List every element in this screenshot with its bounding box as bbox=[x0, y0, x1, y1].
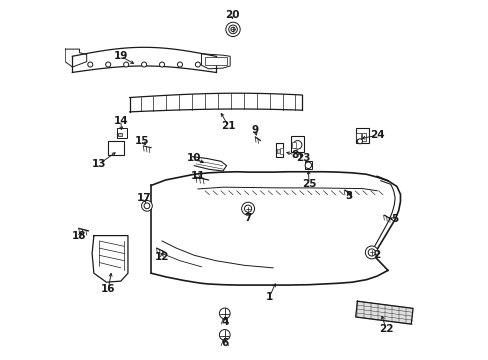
Text: 2: 2 bbox=[373, 250, 380, 260]
Text: 6: 6 bbox=[221, 338, 228, 348]
Polygon shape bbox=[129, 93, 301, 112]
Bar bbox=[290, 136, 303, 152]
Polygon shape bbox=[65, 49, 86, 67]
Text: 23: 23 bbox=[296, 153, 310, 163]
Circle shape bbox=[123, 62, 128, 67]
Circle shape bbox=[244, 205, 251, 212]
Bar bbox=[291, 142, 296, 148]
Text: 25: 25 bbox=[301, 179, 316, 189]
Circle shape bbox=[195, 62, 200, 67]
Bar bbox=[355, 129, 368, 143]
Polygon shape bbox=[151, 172, 387, 285]
Circle shape bbox=[365, 246, 378, 259]
Text: 22: 22 bbox=[378, 324, 393, 334]
Circle shape bbox=[367, 249, 375, 256]
Text: 14: 14 bbox=[113, 116, 128, 126]
Circle shape bbox=[142, 62, 146, 67]
Text: 3: 3 bbox=[344, 191, 351, 201]
Polygon shape bbox=[72, 47, 215, 72]
Circle shape bbox=[88, 62, 93, 67]
Text: 13: 13 bbox=[92, 159, 106, 169]
Circle shape bbox=[228, 25, 237, 34]
Text: 1: 1 bbox=[265, 292, 273, 302]
Bar bbox=[280, 148, 282, 154]
Circle shape bbox=[357, 139, 362, 144]
Polygon shape bbox=[201, 54, 230, 69]
Bar bbox=[118, 133, 122, 136]
Bar bbox=[108, 140, 124, 155]
Text: 18: 18 bbox=[72, 231, 86, 240]
Circle shape bbox=[225, 22, 240, 37]
Text: 24: 24 bbox=[369, 130, 384, 140]
Bar bbox=[117, 129, 127, 138]
Text: 4: 4 bbox=[221, 317, 228, 327]
Text: 10: 10 bbox=[187, 153, 201, 163]
Polygon shape bbox=[92, 235, 128, 282]
Text: 12: 12 bbox=[155, 252, 169, 262]
Text: 21: 21 bbox=[221, 121, 235, 131]
Circle shape bbox=[219, 308, 230, 319]
Text: 9: 9 bbox=[251, 125, 258, 135]
Bar bbox=[304, 161, 311, 169]
Text: 8: 8 bbox=[290, 150, 298, 160]
Polygon shape bbox=[355, 301, 412, 324]
Text: 16: 16 bbox=[101, 284, 115, 294]
Circle shape bbox=[105, 62, 110, 67]
Bar bbox=[276, 149, 279, 153]
Circle shape bbox=[293, 140, 301, 149]
Text: 7: 7 bbox=[244, 213, 251, 222]
Bar bbox=[204, 57, 226, 65]
Circle shape bbox=[305, 162, 311, 168]
Circle shape bbox=[230, 27, 235, 32]
Text: 11: 11 bbox=[190, 171, 204, 181]
Bar bbox=[356, 134, 360, 139]
Text: 20: 20 bbox=[224, 10, 239, 20]
Text: 17: 17 bbox=[137, 193, 151, 203]
Circle shape bbox=[142, 201, 152, 211]
Circle shape bbox=[219, 329, 230, 340]
Text: 5: 5 bbox=[390, 215, 397, 224]
Circle shape bbox=[159, 62, 164, 67]
Bar bbox=[276, 143, 283, 157]
Text: 15: 15 bbox=[135, 136, 149, 145]
Circle shape bbox=[144, 203, 149, 209]
Circle shape bbox=[177, 62, 182, 67]
Text: 19: 19 bbox=[113, 51, 128, 61]
Bar bbox=[362, 134, 365, 140]
Circle shape bbox=[241, 202, 254, 215]
